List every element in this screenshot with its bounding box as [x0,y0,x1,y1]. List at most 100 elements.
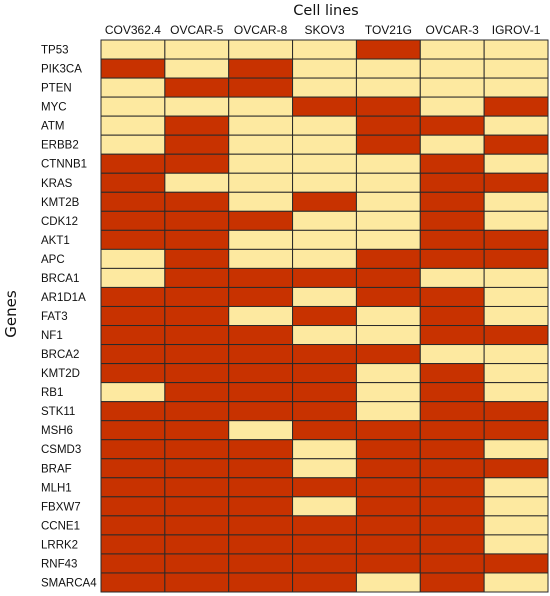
heatmap-cell [355,305,421,327]
heatmap-cell [355,382,421,403]
heatmap-cell [483,210,549,231]
heatmap-cell [483,401,549,422]
heatmap-cell [419,325,485,346]
heatmap-cell [292,496,357,517]
heatmap-cell [228,115,294,136]
heatmap-cell [419,96,485,117]
heatmap-cell [164,363,230,384]
heatmap-cell [355,534,421,555]
heatmap-cell [483,477,549,498]
heatmap-cell [228,382,294,403]
heatmap-cell [228,191,294,212]
heatmap-cell [483,572,549,593]
row-label: KMT2B [41,197,80,209]
heatmap-cell [483,325,549,346]
heatmap-cell [164,286,230,307]
heatmap-cell [483,153,549,174]
heatmap-cell [292,458,357,479]
heatmap-cell [419,534,485,555]
heatmap-cell [355,248,421,269]
heatmap-cell [292,248,357,269]
heatmap-cell [228,344,294,365]
heatmap-cell [292,572,357,593]
heatmap-cell [164,420,230,441]
heatmap-cell [100,344,166,365]
heatmap-cell [100,77,166,98]
heatmap-cell [164,267,230,288]
heatmap-cell [100,172,166,193]
heatmap-cell [164,401,230,422]
heatmap-cell [228,401,294,422]
heatmap-cell [355,496,421,517]
heatmap-cell [355,96,421,117]
chart-title: Cell lines [293,3,358,19]
heatmap-cell [164,210,230,231]
heatmap-cell [355,458,421,479]
heatmap-cell [100,134,166,155]
heatmap-cell [100,286,166,307]
row-label: PIK3CA [41,64,82,76]
heatmap-cell [419,172,485,193]
heatmap-cell [483,382,549,403]
column-label: IGROV-1 [492,23,541,37]
heatmap-cell [100,553,166,574]
heatmap-cell [292,344,357,365]
heatmap-cell [419,210,485,231]
row-label: MYC [41,102,67,114]
heatmap-cell [483,515,549,536]
heatmap-cell [100,39,166,60]
heatmap-cell [292,439,357,460]
heatmap-cell [292,39,357,60]
column-labels: COV362.4 OVCAR-5 OVCAR-8 SKOV3 TOV21G OVCAR-3… [105,23,541,37]
heatmap-cell [292,420,357,441]
heatmap-cell [228,229,294,250]
heatmap-cell [292,286,357,307]
heatmap-cell [228,248,294,269]
heatmap-cell [483,172,549,193]
heatmap-cell [228,572,294,593]
heatmap-cell [419,267,485,288]
heatmap-cell [100,248,166,269]
heatmap-cell [164,382,230,403]
heatmap-cell [164,153,230,174]
heatmap-cell [292,363,357,384]
heatmap-cell [419,477,485,498]
column-label: OVCAR-5 [170,23,224,37]
row-label: ATM [41,121,64,133]
row-label: BRCA1 [41,273,79,285]
heatmap-cell [100,458,166,479]
row-label: AKT1 [41,235,70,247]
heatmap-cell [100,477,166,498]
heatmap-cell [419,553,485,574]
heatmap-cell [355,210,421,231]
row-label: CCNE1 [41,520,80,532]
heatmap-cell [355,115,421,136]
heatmap-cell [419,344,485,365]
heatmap-cell [483,134,549,155]
heatmap-cell [355,363,421,384]
heatmap-cell [164,172,230,193]
heatmap-cells [100,39,549,593]
column-label: TOV21G [365,23,412,37]
heatmap-cell [164,477,230,498]
heatmap-cell [292,534,357,555]
heatmap-cell [228,325,294,346]
heatmap-cell [100,153,166,174]
heatmap-cell [100,305,166,327]
heatmap-cell [483,267,549,288]
row-label: STK11 [41,406,75,418]
heatmap-cell [355,286,421,307]
heatmap-cell [228,458,294,479]
column-label: OVCAR-3 [426,23,480,37]
heatmap-cell [292,58,357,79]
heatmap-cell [164,553,230,574]
heatmap-cell [228,172,294,193]
heatmap-cell [419,58,485,79]
heatmap-cell [419,229,485,250]
heatmap-cell [100,96,166,117]
row-label: PTEN [41,83,72,95]
heatmap-cell [228,286,294,307]
heatmap-cell [164,96,230,117]
heatmap-cell [164,496,230,517]
heatmap-cell [419,515,485,536]
